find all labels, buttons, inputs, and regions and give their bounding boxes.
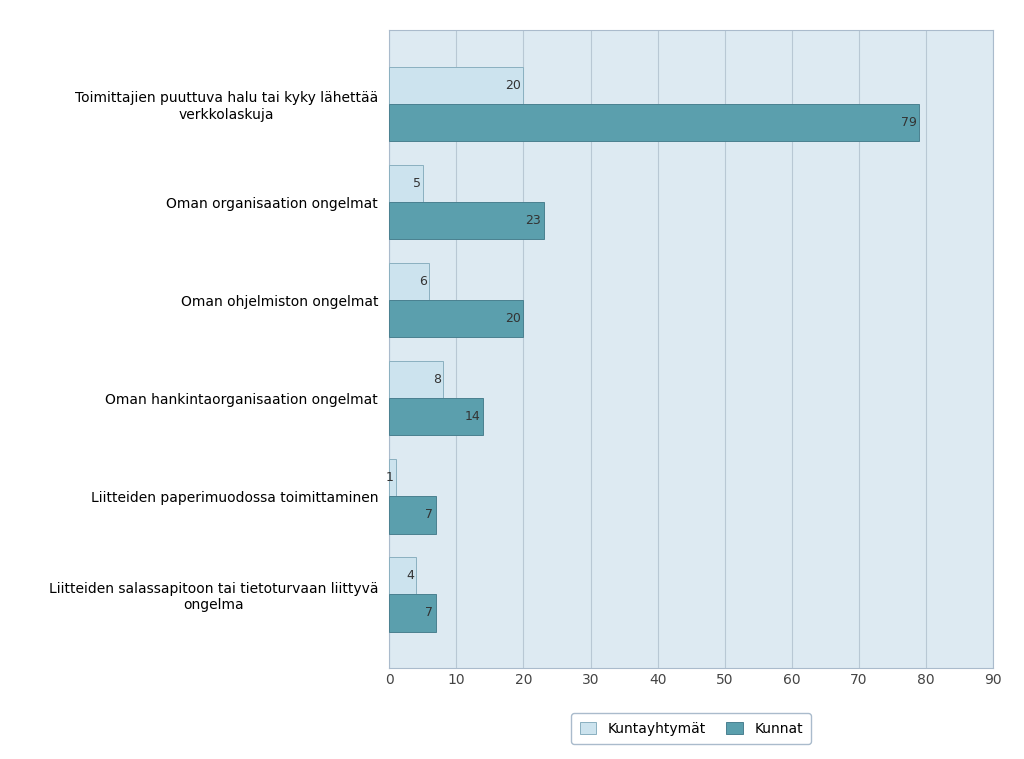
Bar: [389, 557, 416, 594]
Text: 23: 23: [525, 214, 541, 227]
Text: 14: 14: [465, 411, 480, 424]
Text: 6: 6: [420, 275, 427, 288]
Bar: [389, 67, 523, 104]
Bar: [389, 459, 396, 496]
Bar: [389, 594, 436, 631]
Bar: [389, 202, 544, 239]
Text: 1: 1: [386, 471, 394, 484]
Bar: [389, 165, 423, 202]
Text: 5: 5: [413, 177, 421, 190]
Bar: [389, 361, 442, 398]
Text: 79: 79: [901, 116, 916, 129]
Bar: [389, 300, 523, 337]
Bar: [389, 263, 429, 300]
Text: 7: 7: [425, 509, 433, 521]
Legend: Kuntayhtymät, Kunnat: Kuntayhtymät, Kunnat: [571, 713, 811, 744]
Bar: [389, 496, 436, 534]
Text: 7: 7: [425, 606, 433, 619]
Text: 20: 20: [506, 79, 521, 92]
Bar: [389, 104, 920, 141]
Bar: [389, 398, 483, 436]
Text: 4: 4: [407, 569, 414, 582]
Text: 20: 20: [505, 312, 520, 326]
Text: 8: 8: [433, 373, 440, 386]
